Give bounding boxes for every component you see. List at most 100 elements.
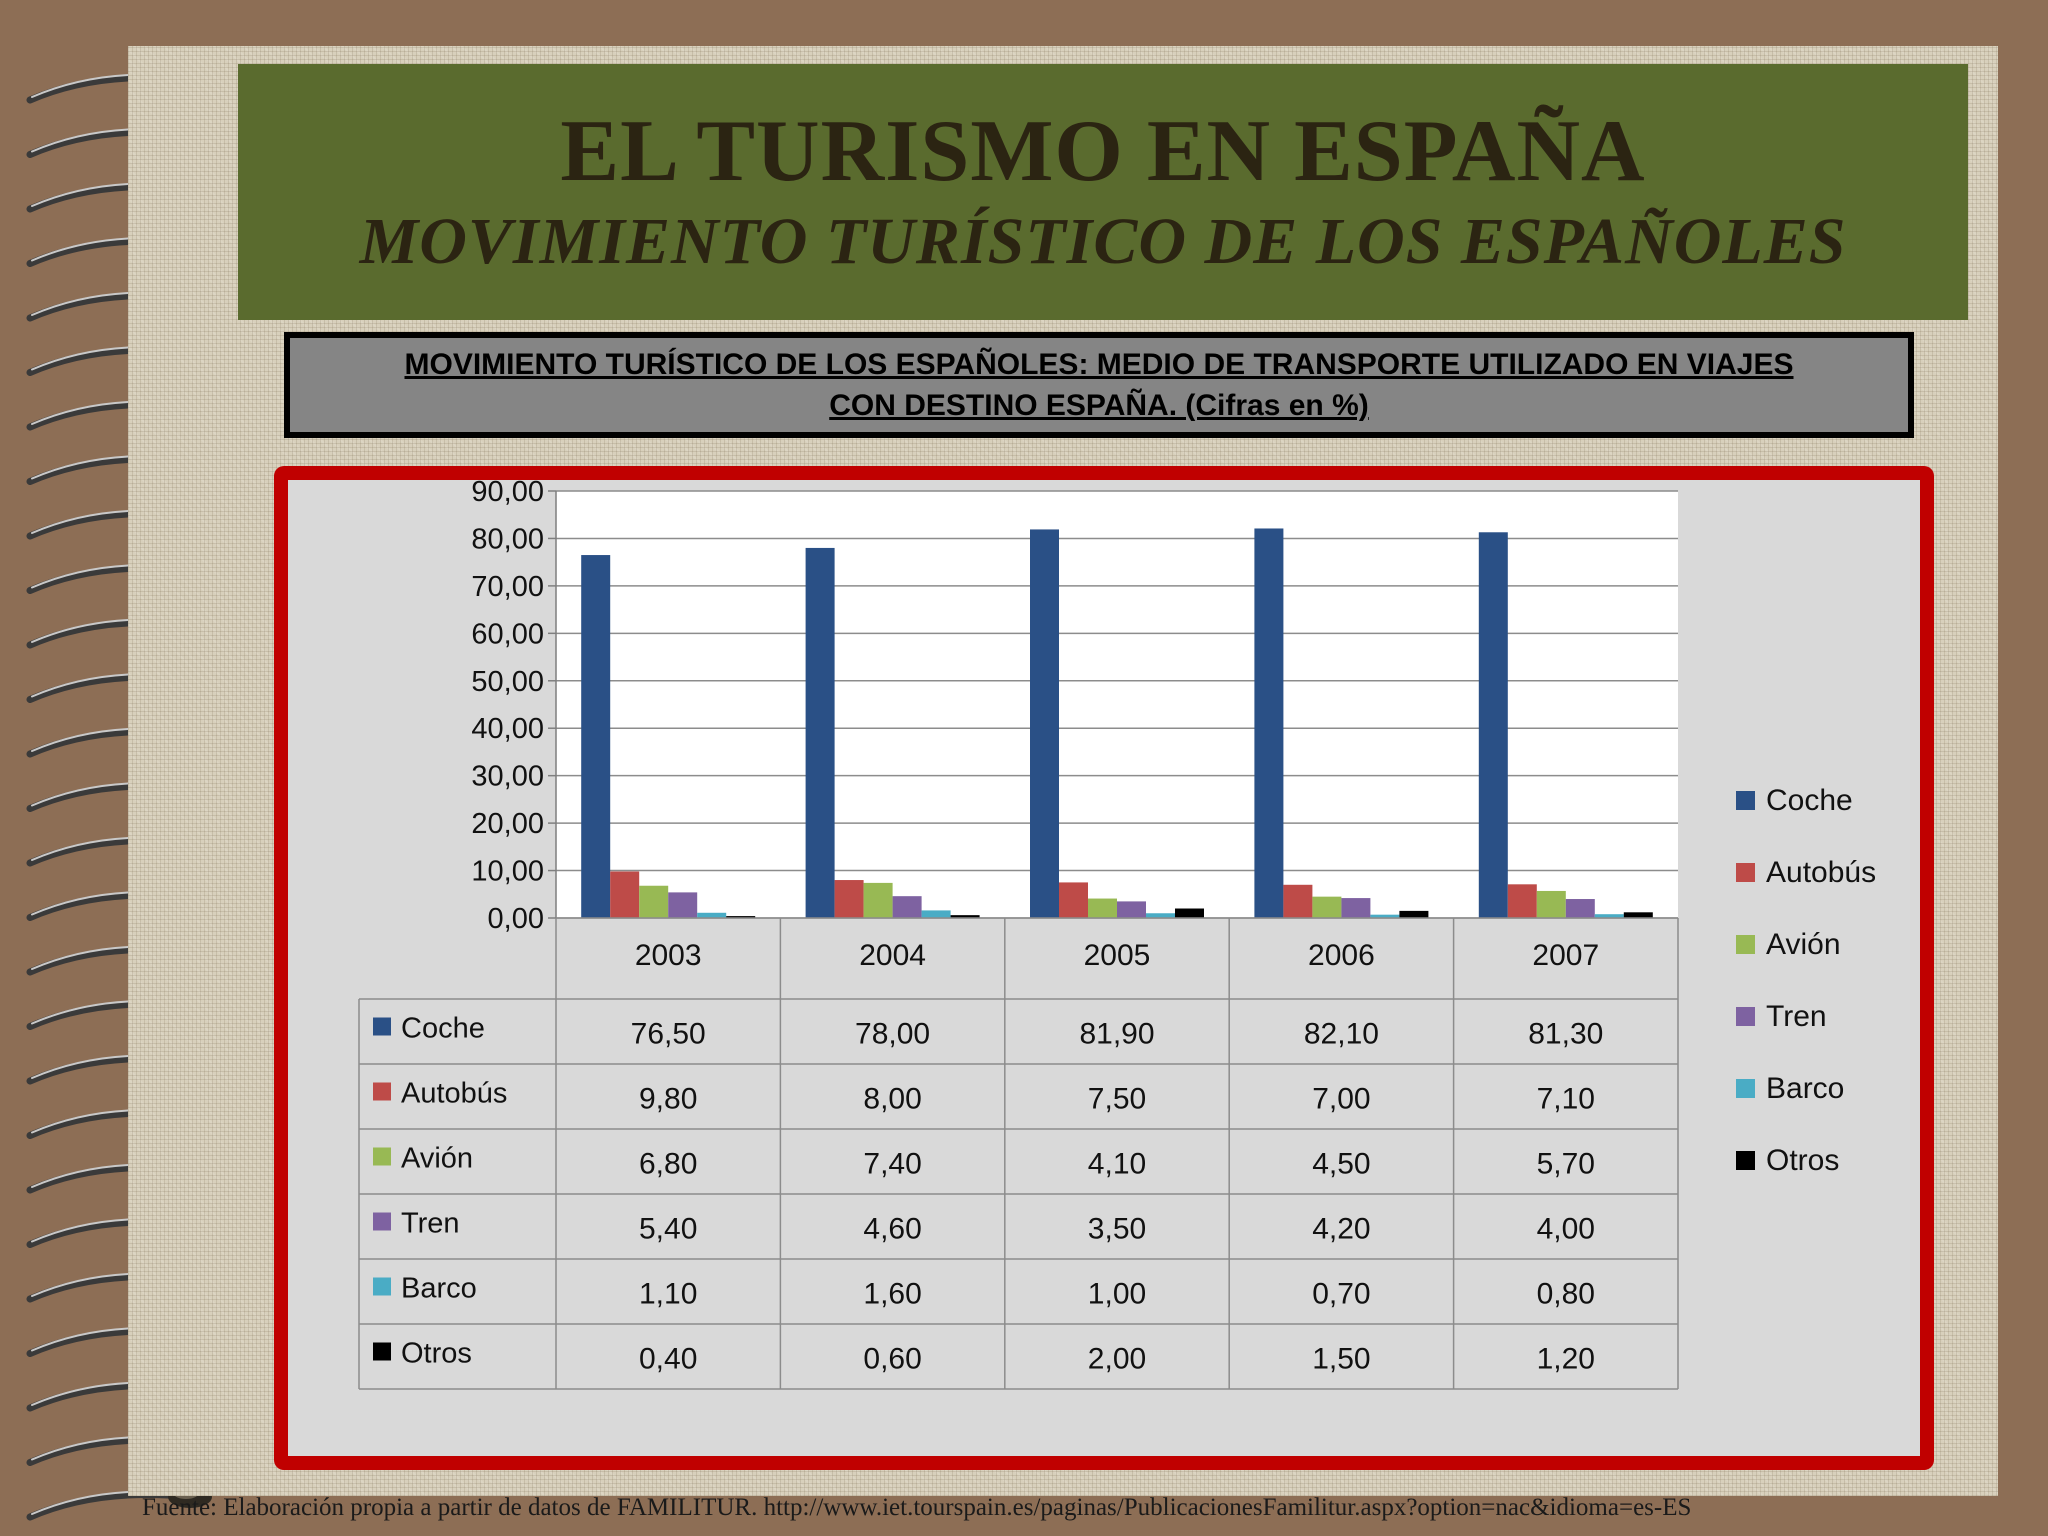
table-cell-value: 6,80: [639, 1148, 697, 1181]
legend-key: [1736, 1079, 1755, 1098]
table-cell-value: 0,40: [639, 1343, 697, 1376]
page-title: EL TURISMO EN ESPAÑA: [560, 103, 1646, 200]
table-row-label: Autobús: [401, 1078, 507, 1110]
table-cell-value: 81,30: [1528, 1018, 1603, 1051]
bar: [1254, 528, 1284, 918]
legend-label: Coche: [1766, 784, 1853, 817]
bar: [1030, 529, 1059, 918]
bar: [1623, 912, 1653, 918]
table-cell-value: 1,00: [1088, 1278, 1146, 1311]
table-cell-value: 8,00: [863, 1083, 921, 1116]
bar-chart: 0,00 10,00 20,00 30,00 40,00 50,00 60,00 70,00 8…: [288, 480, 1920, 1456]
table-cell-value: 1,10: [639, 1278, 697, 1311]
legend-key: [1736, 935, 1755, 954]
chart-heading-line1: MOVIMIENTO TURÍSTICO DE LOS ESPAÑOLES: M…: [404, 348, 1794, 381]
bar: [610, 871, 640, 918]
bar: [1117, 901, 1146, 918]
table-legend-key: [373, 1342, 391, 1361]
y-tick-label: 30,00: [471, 761, 544, 793]
table-legend-key: [373, 1147, 391, 1166]
table-cell-value: 0,80: [1537, 1278, 1595, 1311]
chart-heading: MOVIMIENTO TURÍSTICO DE LOS ESPAÑOLES: M…: [393, 344, 1806, 426]
bar: [1565, 899, 1595, 918]
legend-key: [1736, 791, 1755, 810]
legend-label: Tren: [1766, 1000, 1827, 1033]
bar: [668, 892, 698, 918]
chart-heading-line2: CON DESTINO ESPAÑA. (Cifras en %): [829, 389, 1369, 422]
x-category-label: 2003: [635, 939, 702, 972]
table-cell-value: 0,70: [1312, 1278, 1370, 1311]
table-cell-value: 5,40: [639, 1213, 697, 1246]
x-category-label: 2005: [1084, 939, 1151, 972]
table-cell-value: 1,20: [1537, 1343, 1595, 1376]
x-category-label: 2004: [859, 939, 926, 972]
y-tick-label: 40,00: [471, 713, 544, 745]
chart-heading-box: MOVIMIENTO TURÍSTICO DE LOS ESPAÑOLES: M…: [284, 332, 1914, 438]
bar: [1146, 913, 1175, 918]
table-legend-key: [373, 1277, 391, 1296]
table-legend-key: [373, 1082, 391, 1101]
table-legend-key: [373, 1212, 391, 1231]
table-cell-value: 9,80: [639, 1083, 697, 1116]
plot-area: [556, 491, 1678, 918]
bar: [1283, 884, 1313, 918]
table-legend-key: [373, 1017, 391, 1036]
y-tick-label: 20,00: [471, 808, 544, 840]
table-row-label: Otros: [401, 1338, 472, 1370]
table-cell-value: 78,00: [855, 1018, 930, 1051]
table-row-label: Barco: [401, 1273, 477, 1305]
bar: [726, 916, 756, 918]
bar: [1399, 910, 1429, 918]
source-note: Fuente: Elaboración propia a partir de d…: [142, 1494, 1692, 1521]
table-row-label: Coche: [401, 1013, 485, 1045]
table-cell-value: 0,60: [863, 1343, 921, 1376]
bar: [1507, 884, 1537, 918]
y-tick-label: 70,00: [471, 571, 544, 603]
table-cell-value: 7,50: [1088, 1083, 1146, 1116]
table-row-label: Tren: [401, 1208, 460, 1240]
legend-label: Avión: [1766, 928, 1841, 961]
bar: [921, 910, 951, 918]
y-tick-label: 90,00: [471, 480, 544, 508]
table-cell-value: 5,70: [1537, 1148, 1595, 1181]
table-cell-value: 4,00: [1537, 1213, 1595, 1246]
page-subtitle: MOVIMIENTO TURÍSTICO DE LOS ESPAÑOLES: [359, 205, 1847, 278]
chart-frame: 0,00 10,00 20,00 30,00 40,00 50,00 60,00 70,00 8…: [274, 466, 1934, 1470]
bar: [1059, 882, 1088, 918]
y-tick-label: 80,00: [471, 523, 544, 555]
table-cell-value: 7,40: [863, 1148, 921, 1181]
table-cell-value: 4,10: [1088, 1148, 1146, 1181]
y-tick-label: 10,00: [471, 856, 544, 888]
bar: [1370, 914, 1400, 918]
bar: [1594, 914, 1624, 918]
bar: [1536, 890, 1566, 918]
table-cell-value: 81,90: [1079, 1018, 1154, 1051]
legend-label: Otros: [1766, 1144, 1839, 1177]
table-cell-value: 82,10: [1304, 1018, 1379, 1051]
bar: [892, 896, 922, 918]
y-tick-label: 50,00: [471, 666, 544, 698]
table-cell-value: 4,20: [1312, 1213, 1370, 1246]
table-cell-value: 4,50: [1312, 1148, 1370, 1181]
table-cell-value: 4,60: [863, 1213, 921, 1246]
table-cell-value: 7,10: [1537, 1083, 1595, 1116]
bar: [581, 555, 611, 918]
slide-header: EL TURISMO EN ESPAÑA MOVIMIENTO TURÍSTIC…: [238, 64, 1968, 320]
table-cell-value: 2,00: [1088, 1343, 1146, 1376]
legend-label: Barco: [1766, 1072, 1844, 1105]
table-row-label: Avión: [401, 1143, 473, 1175]
legend-key: [1736, 1151, 1755, 1170]
bar: [950, 915, 980, 918]
bar: [1088, 898, 1117, 918]
legend-key: [1736, 863, 1755, 882]
bar: [1478, 532, 1508, 918]
table-cell-value: 1,50: [1312, 1343, 1370, 1376]
x-category-label: 2007: [1532, 939, 1599, 972]
table-cell-value: 1,60: [863, 1278, 921, 1311]
bar: [863, 882, 893, 918]
y-tick-label: 60,00: [471, 618, 544, 650]
x-category-label: 2006: [1308, 939, 1375, 972]
bar: [639, 885, 669, 918]
bar: [1312, 896, 1342, 918]
table-cell-value: 7,00: [1312, 1083, 1370, 1116]
